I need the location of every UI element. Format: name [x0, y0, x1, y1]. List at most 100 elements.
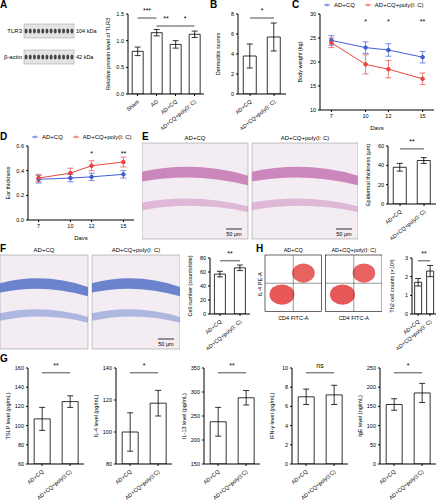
svg-text:AD+CQ+poly(I:C): AD+CQ+poly(I:C) [124, 468, 161, 500]
svg-text:Ear thickness: Ear thickness [8, 166, 11, 199]
svg-text:IgE level (ng/mL): IgE level (ng/mL) [357, 395, 363, 437]
svg-text:6: 6 [285, 403, 288, 409]
svg-text:AD+CQ+poly(I: C): AD+CQ+poly(I: C) [331, 247, 376, 253]
svg-text:**: ** [421, 250, 427, 257]
svg-text:AD+CQ: AD+CQ [114, 468, 133, 485]
svg-text:300: 300 [191, 389, 200, 395]
svg-text:AD+CQ+poly(I: C): AD+CQ+poly(I: C) [395, 318, 432, 350]
svg-text:β-actin: β-actin [8, 54, 22, 60]
svg-text:50 μm: 50 μm [158, 341, 174, 347]
svg-text:AD+CQ: AD+CQ [202, 468, 221, 485]
svg-text:Days: Days [370, 125, 384, 130]
svg-text:2: 2 [231, 71, 234, 77]
svg-text:TLR3: TLR3 [8, 28, 23, 34]
svg-text:20: 20 [200, 297, 206, 303]
svg-text:150: 150 [367, 403, 376, 409]
svg-text:15: 15 [310, 83, 316, 89]
svg-text:10: 10 [282, 365, 288, 371]
svg-text:AD+CQ: AD+CQ [185, 135, 206, 141]
svg-text:0: 0 [285, 461, 288, 467]
svg-text:7: 7 [330, 113, 333, 119]
svg-text:12: 12 [89, 223, 95, 229]
svg-text:*: * [184, 15, 187, 22]
svg-text:0: 0 [405, 311, 408, 317]
svg-text:250: 250 [367, 365, 376, 371]
svg-text:8: 8 [231, 11, 234, 17]
svg-text:1: 1 [405, 292, 408, 298]
svg-text:80: 80 [106, 461, 112, 467]
svg-text:60: 60 [378, 143, 384, 149]
svg-text:AD+CQ+poly(I: C): AD+CQ+poly(I: C) [205, 318, 243, 350]
svg-text:20: 20 [378, 182, 384, 188]
svg-text:2: 2 [285, 442, 288, 448]
svg-text:4: 4 [285, 423, 288, 429]
svg-text:10: 10 [363, 113, 369, 119]
svg-text:AD+CQ+poly(I:C): AD+CQ+poly(I:C) [36, 468, 73, 500]
svg-text:40: 40 [378, 162, 384, 168]
svg-text:*: * [407, 362, 410, 369]
svg-text:**: ** [163, 15, 169, 22]
svg-text:IL-4 level (pg/mL): IL-4 level (pg/mL) [93, 394, 99, 437]
svg-text:*: * [143, 362, 146, 369]
svg-text:100: 100 [15, 423, 24, 429]
svg-text:80: 80 [200, 255, 206, 261]
svg-text:8: 8 [285, 384, 288, 390]
svg-text:AD+CQ+poly(I:C): AD+CQ+poly(I:C) [212, 468, 249, 500]
svg-text:0: 0 [381, 201, 384, 207]
svg-text:AD+CQ+poly(I: C): AD+CQ+poly(I: C) [389, 208, 427, 240]
svg-text:0.0: 0.0 [116, 91, 124, 97]
svg-text:6: 6 [231, 31, 234, 37]
svg-text:AD+CQ: AD+CQ [234, 98, 253, 115]
svg-text:AD+CQ: AD+CQ [378, 468, 397, 485]
svg-text:***: *** [143, 7, 151, 14]
svg-text:**: ** [53, 362, 59, 369]
svg-text:80: 80 [18, 442, 24, 448]
svg-text:**: ** [229, 362, 235, 369]
svg-text:TSLP level (pg/mL): TSLP level (pg/mL) [8, 392, 11, 439]
svg-text:AD+CQ: AD+CQ [284, 247, 304, 253]
svg-text:Dermatitis scores: Dermatitis scores [215, 33, 221, 76]
svg-text:Relative protein level of TLR3: Relative protein level of TLR3 [105, 18, 111, 90]
svg-text:120: 120 [103, 397, 112, 403]
svg-text:ns: ns [316, 362, 324, 369]
svg-text:12: 12 [385, 113, 391, 119]
svg-text:2: 2 [405, 274, 408, 280]
svg-text:7: 7 [37, 223, 40, 229]
svg-text:15: 15 [120, 223, 126, 229]
svg-text:0.0: 0.0 [16, 217, 24, 223]
svg-text:CD4 FITC-A: CD4 FITC-A [339, 315, 370, 321]
svg-text:0.2: 0.2 [16, 192, 24, 198]
svg-text:*: * [387, 18, 390, 25]
svg-text:3: 3 [405, 255, 408, 261]
svg-text:40: 40 [200, 283, 206, 289]
svg-text:**: ** [409, 138, 415, 145]
svg-text:AD+CQ+poly(I: C): AD+CQ+poly(I: C) [281, 135, 330, 141]
svg-text:**: ** [121, 150, 127, 157]
svg-text:104 kDa: 104 kDa [76, 28, 97, 34]
svg-text:350: 350 [191, 365, 200, 371]
svg-text:AD: AD [149, 98, 159, 108]
svg-text:*: * [364, 18, 367, 25]
svg-text:*: * [90, 150, 93, 157]
svg-text:50: 50 [370, 442, 376, 448]
svg-text:100: 100 [367, 423, 376, 429]
svg-text:**: ** [227, 250, 233, 257]
svg-text:AD+CQ+poly(I:C): AD+CQ+poly(I:C) [388, 468, 425, 500]
svg-text:IL-4 PE-A: IL-4 PE-A [257, 272, 263, 296]
svg-text:AD+CQ: AD+CQ [290, 468, 309, 485]
svg-text:120: 120 [15, 403, 24, 409]
svg-text:1.0: 1.0 [116, 38, 124, 44]
svg-text:4: 4 [231, 51, 234, 57]
svg-text:0: 0 [231, 91, 234, 97]
svg-text:250: 250 [191, 413, 200, 419]
svg-text:AD+CQ: AD+CQ [384, 208, 403, 225]
svg-text:IFN-γ level (pg/mL): IFN-γ level (pg/mL) [269, 392, 275, 439]
svg-text:42 kDa: 42 kDa [76, 54, 94, 60]
svg-text:Body weight (kg): Body weight (kg) [297, 41, 303, 82]
svg-text:CD4 FITC-A: CD4 FITC-A [278, 315, 309, 321]
svg-text:0: 0 [203, 311, 206, 317]
svg-text:160: 160 [15, 365, 24, 371]
svg-text:15: 15 [420, 113, 426, 119]
svg-text:0.4: 0.4 [16, 168, 24, 174]
svg-text:0.6: 0.6 [16, 143, 24, 149]
